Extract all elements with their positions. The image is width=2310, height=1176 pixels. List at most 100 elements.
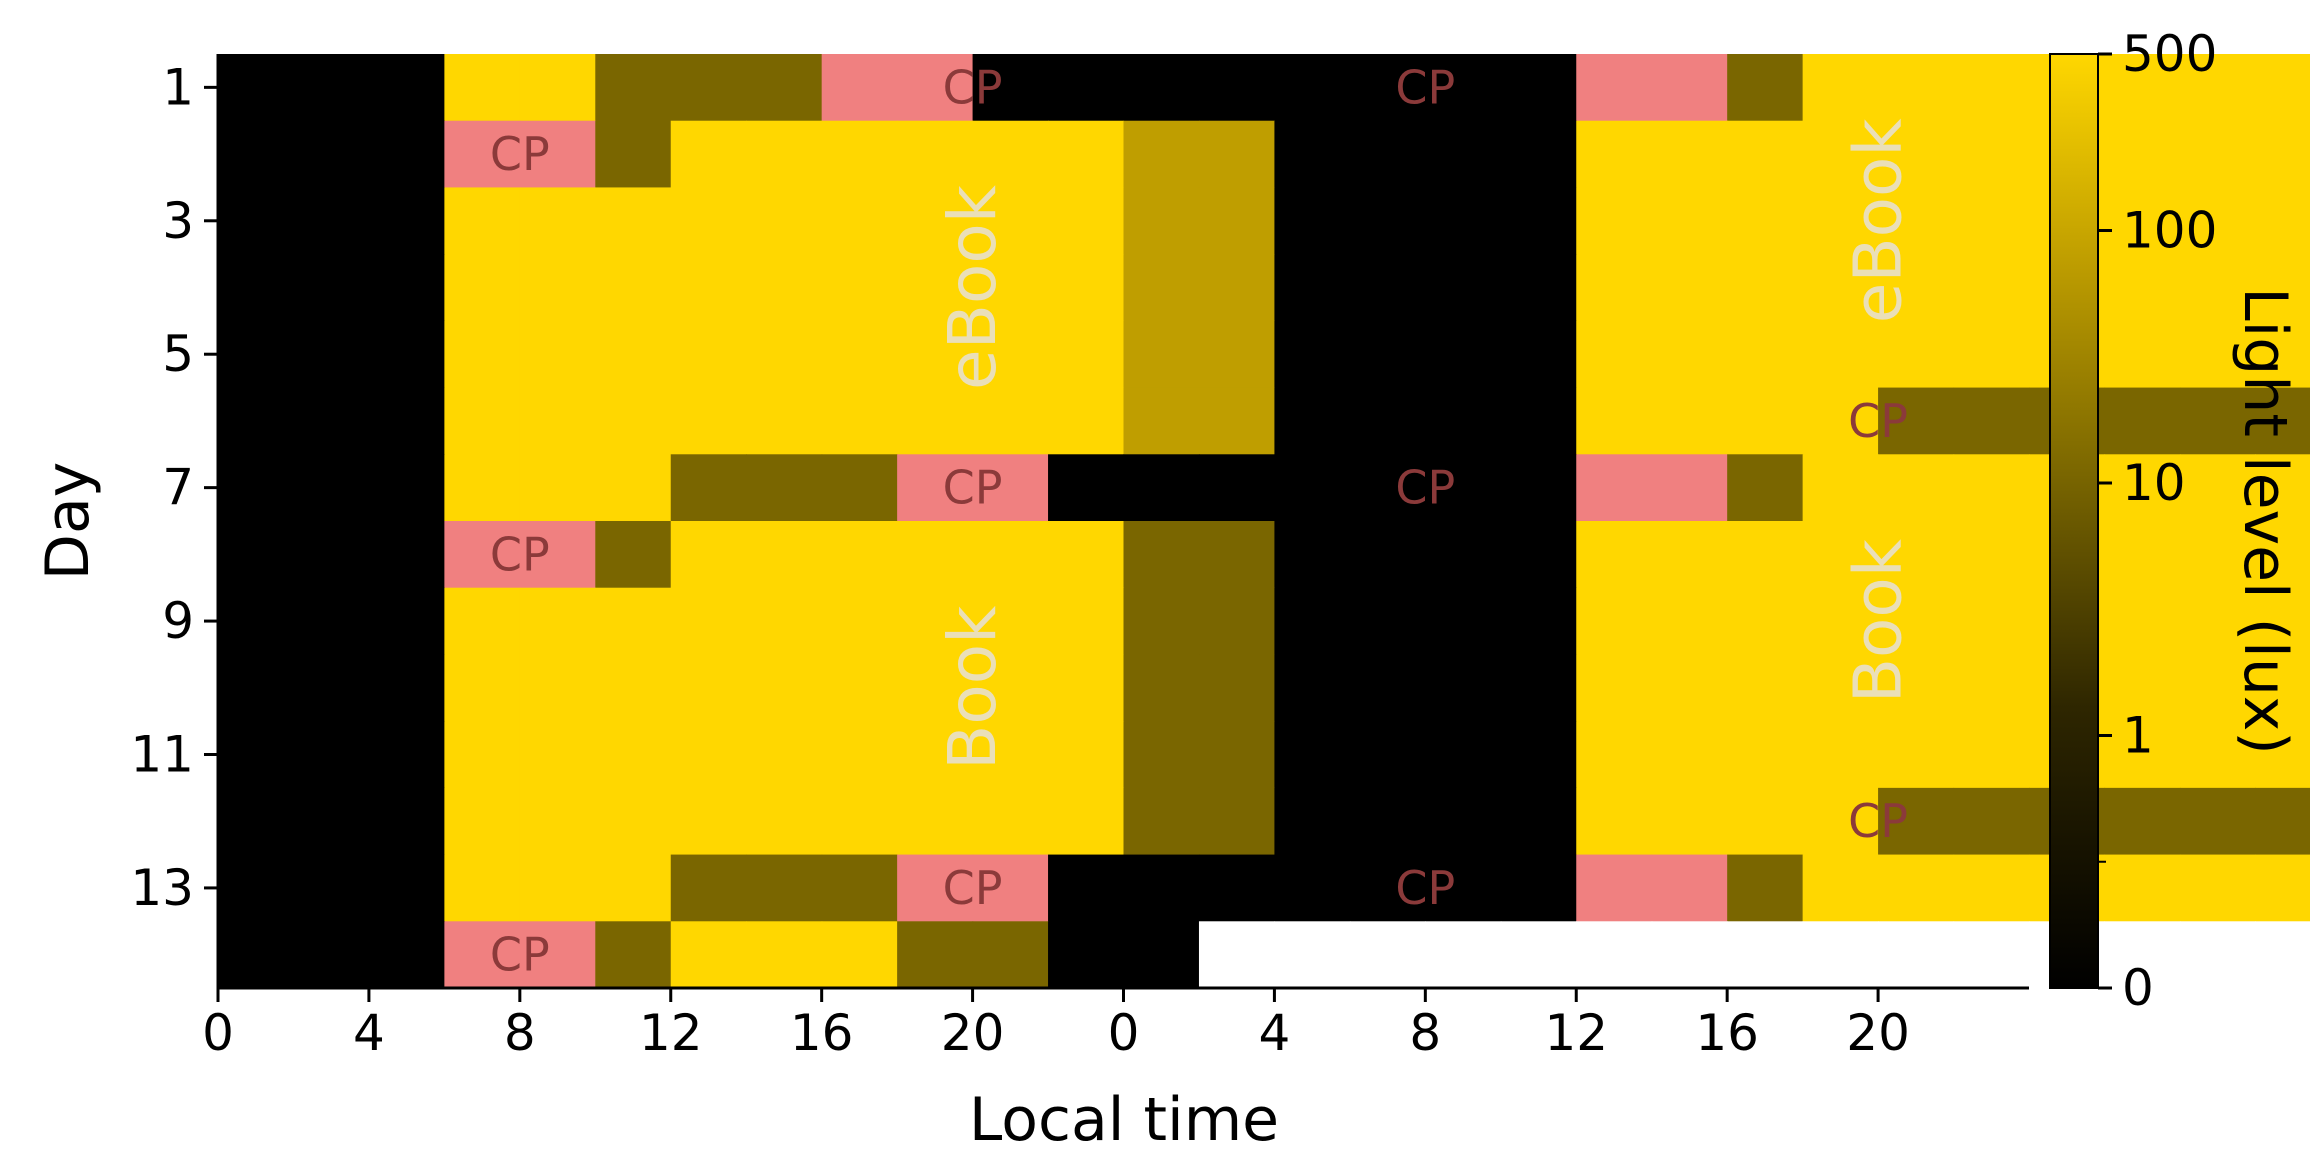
heatmap-cell (1953, 787, 2030, 856)
heatmap-cell (1274, 187, 1351, 255)
heatmap-cell (1651, 787, 1728, 856)
heatmap-cell (1576, 187, 1653, 255)
x-tick-label: 16 (1695, 1004, 1759, 1062)
heatmap-cell (1123, 787, 1200, 856)
heatmap-cell (1953, 721, 2030, 789)
heatmap-cell (1349, 387, 1426, 455)
heatmap-cell (595, 120, 672, 189)
heatmap-cell (1425, 721, 1502, 789)
heatmap-cell (1048, 921, 1125, 989)
heatmap-cell (1198, 521, 1276, 589)
heatmap-cell (2179, 54, 2256, 122)
colorbar-tick-label: 10 (2122, 454, 2186, 512)
heatmap-cell (1123, 454, 1200, 522)
heatmap-cell (1651, 320, 1728, 389)
heatmap-cell (1802, 454, 1879, 522)
heatmap-cell (1123, 587, 1200, 656)
heatmap-cell (218, 54, 295, 122)
heatmap-cell (1727, 454, 1804, 522)
heatmap-cell (1274, 454, 1351, 522)
heatmap-cell (1349, 521, 1426, 589)
heatmap-cell (2179, 254, 2256, 322)
heatmap-cell (1576, 387, 1653, 455)
heatmap-cell (444, 120, 521, 189)
heatmap-cell (746, 654, 823, 722)
heatmap-cell (1274, 387, 1351, 455)
heatmap-cell (1651, 454, 1728, 522)
heatmap-cell (746, 120, 823, 189)
heatmap-cell (821, 721, 898, 789)
heatmap-cell (2255, 454, 2310, 522)
heatmap-cell (1500, 587, 1577, 656)
heatmap-cell (1727, 854, 1804, 922)
heatmap-cell (218, 654, 295, 722)
heatmap-cell (1048, 254, 1125, 322)
heatmap-cell (519, 120, 596, 189)
heatmap-cell (1727, 654, 1804, 722)
heatmap-cell (1878, 454, 1955, 522)
heatmap-cell (595, 654, 672, 722)
heatmap-cell (1953, 320, 2030, 389)
heatmap-cell (746, 454, 823, 522)
heatmap-cell (1274, 54, 1351, 122)
heatmap-cell (1425, 320, 1502, 389)
heatmap-cell (1274, 721, 1351, 789)
heatmap-cell (1802, 587, 1879, 656)
heatmap-cell (1274, 587, 1351, 656)
heatmap-cell (218, 854, 295, 922)
heatmap-cell (2255, 787, 2310, 856)
heatmap-cell (2179, 921, 2256, 989)
heatmap-cell (1727, 54, 1804, 122)
heatmap-cell (218, 787, 295, 856)
annotation-label: CP (1395, 60, 1455, 114)
heatmap-cell (1425, 54, 1502, 122)
heatmap-cell (897, 254, 974, 322)
heatmap-cell (218, 187, 295, 255)
x-tick-label: 4 (353, 1004, 385, 1062)
heatmap-cell (293, 787, 370, 856)
heatmap-cell (1953, 654, 2030, 722)
heatmap-cell (368, 187, 445, 255)
heatmap-cell (519, 454, 596, 522)
heatmap-cell (1651, 387, 1728, 455)
x-tick-label: 8 (1409, 1004, 1441, 1062)
heatmap-cell (293, 254, 370, 322)
heatmap-cell (1123, 721, 1200, 789)
heatmap-cell (1802, 521, 1879, 589)
heatmap-cell (444, 54, 521, 122)
heatmap-cell (218, 454, 295, 522)
heatmap-cell (368, 654, 445, 722)
heatmap-cell (2104, 787, 2181, 856)
heatmap-cell (444, 721, 521, 789)
x-axis-label: Local time (969, 1085, 1279, 1155)
heatmap-cell (1425, 654, 1502, 722)
heatmap-cell (1425, 854, 1502, 922)
heatmap-cell (1651, 521, 1728, 589)
heatmap-cell (2104, 654, 2181, 722)
heatmap-cell (2179, 787, 2256, 856)
y-tick-label: 7 (162, 459, 194, 517)
heatmap-cell (1576, 54, 1653, 122)
heatmap-cell (1727, 921, 1804, 989)
heatmap-cell (1048, 654, 1125, 722)
annotation-label: Book (934, 605, 1011, 770)
heatmap-cell (1048, 787, 1125, 856)
heatmap-cell (1802, 387, 1879, 455)
heatmap-cell (1576, 654, 1653, 722)
heatmap-cell (746, 921, 823, 989)
heatmap-cell (1198, 54, 1276, 122)
heatmap-cell (1651, 854, 1728, 922)
heatmap-cell (897, 721, 974, 789)
heatmap-cell (1274, 320, 1351, 389)
annotation-label: CP (1848, 394, 1908, 448)
heatmap-cell (1500, 120, 1577, 189)
heatmap-cell (1576, 721, 1653, 789)
annotation-label: CP (1395, 861, 1455, 915)
heatmap-cell (368, 921, 445, 989)
heatmap-cell (293, 187, 370, 255)
heatmap-cell (2255, 654, 2310, 722)
heatmap-cell (1425, 454, 1502, 522)
heatmap-cell (897, 587, 974, 656)
